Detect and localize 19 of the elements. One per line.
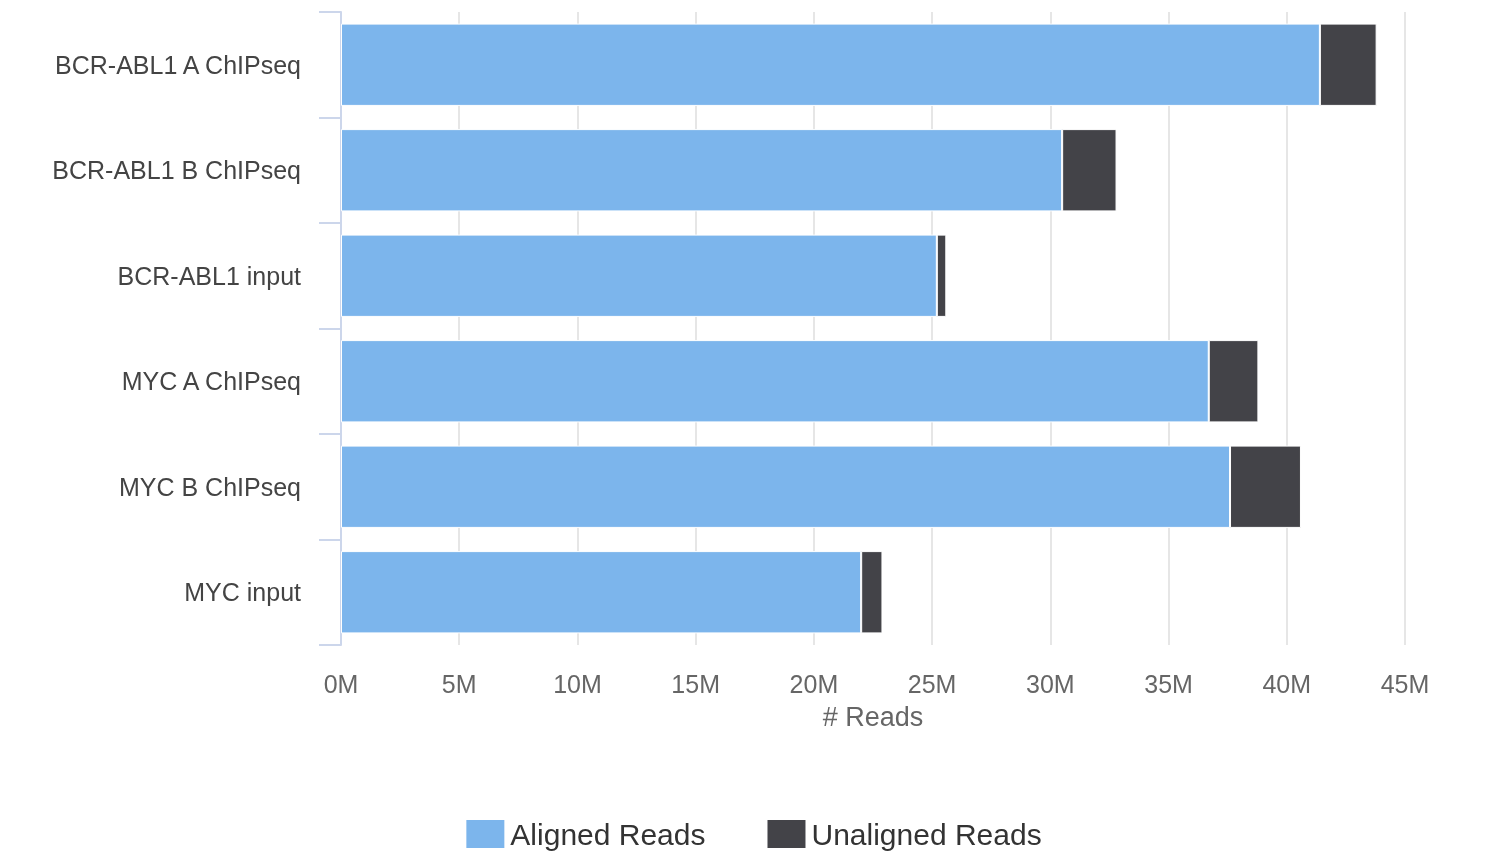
x-tick-label: 40M xyxy=(1262,669,1312,698)
x-tick-label: 25M xyxy=(907,669,957,698)
y-tick-label: MYC B ChIPseq xyxy=(118,472,301,501)
x-axis-title: # Reads xyxy=(822,701,924,732)
y-tick-label: MYC A ChIPseq xyxy=(121,367,301,396)
y-tick-label: BCR-ABL1 A ChIPseq xyxy=(55,50,301,79)
x-tick-label: 0M xyxy=(323,669,359,698)
y-tick-label: BCR-ABL1 input xyxy=(117,261,302,290)
x-tick-label: 20M xyxy=(789,669,839,698)
x-tick-label: 35M xyxy=(1144,669,1193,698)
x-tick-label: 10M xyxy=(553,669,602,698)
x-tick-label: 45M xyxy=(1380,669,1430,698)
x-tick-label: 15M xyxy=(671,669,720,698)
legend-label: Unaligned Reads xyxy=(811,817,1042,851)
y-tick-label: BCR-ABL1 B ChIPseq xyxy=(52,156,301,185)
y-tick-label: MYC input xyxy=(184,578,302,607)
x-tick-label: 5M xyxy=(441,669,477,698)
legend-label: Aligned Reads xyxy=(510,817,706,851)
x-tick-label: 30M xyxy=(1026,669,1075,698)
